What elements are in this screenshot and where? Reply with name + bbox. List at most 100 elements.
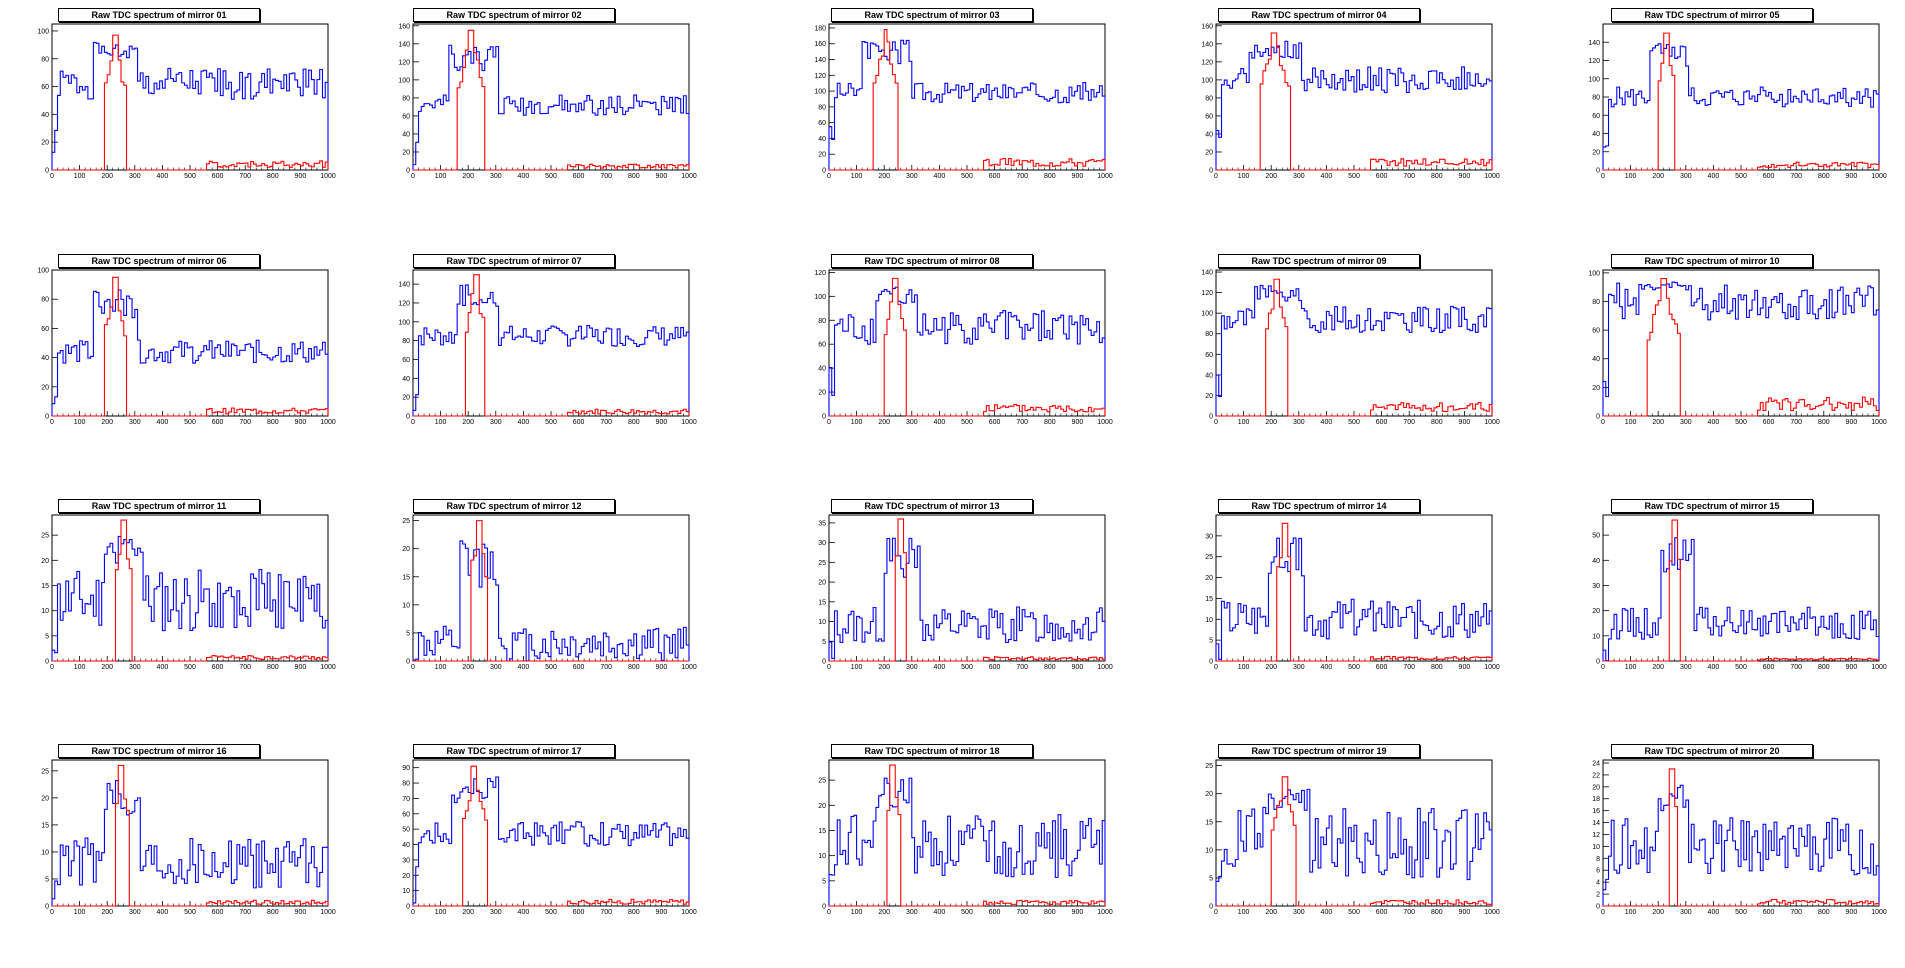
x-tick-label: 700 — [1403, 419, 1415, 426]
y-tick-label: 5 — [822, 878, 826, 885]
x-tick-label: 0 — [827, 664, 831, 671]
x-tick-label: 500 — [961, 173, 973, 180]
y-tick-label: 0 — [1596, 414, 1600, 421]
y-tick-label: 20 — [41, 558, 49, 565]
series-peak-line — [1603, 32, 1880, 171]
y-tick-label: 30 — [402, 857, 410, 864]
y-tick-label: 0 — [406, 659, 410, 666]
y-tick-label: 20 — [402, 873, 410, 880]
series-peak-line — [52, 34, 329, 171]
series-main-line — [51, 780, 329, 906]
x-tick-label: 800 — [1044, 419, 1056, 426]
y-tick-label: 0 — [1596, 659, 1600, 666]
series-main-line — [1215, 40, 1493, 170]
y-tick-label: 20 — [402, 149, 410, 156]
y-tick-label: 60 — [402, 811, 410, 818]
y-tick-label: 15 — [818, 599, 826, 606]
x-tick-label: 300 — [1293, 173, 1305, 180]
x-tick-label: 700 — [1790, 173, 1802, 180]
y-tick-label: 15 — [818, 828, 826, 835]
y-tick-label: 60 — [1592, 113, 1600, 120]
y-tick-label: 22 — [1592, 772, 1600, 779]
x-tick-label: 900 — [1459, 664, 1471, 671]
series-main-line — [51, 535, 329, 661]
y-tick-label: 140 — [398, 282, 410, 289]
x-tick-label: 100 — [1238, 664, 1250, 671]
y-tick-label: 10 — [41, 849, 49, 856]
y-tick-label: 30 — [1592, 583, 1600, 590]
x-tick-label: 400 — [1321, 173, 1333, 180]
y-tick-label: 60 — [41, 326, 49, 333]
x-tick-label: 300 — [906, 664, 918, 671]
y-tick-label: 5 — [45, 876, 49, 883]
x-tick-label: 800 — [1818, 909, 1830, 916]
y-tick-label: 80 — [1205, 331, 1213, 338]
x-tick-label: 0 — [1214, 173, 1218, 180]
x-tick-label: 500 — [1348, 173, 1360, 180]
y-tick-label: 0 — [1596, 904, 1600, 911]
x-tick-label: 800 — [1044, 664, 1056, 671]
x-tick-label: 100 — [435, 664, 447, 671]
x-tick-label: 800 — [628, 419, 640, 426]
x-tick-label: 600 — [573, 664, 585, 671]
x-tick-label: 700 — [239, 909, 251, 916]
y-tick-label: 40 — [1205, 372, 1213, 379]
x-tick-label: 400 — [1321, 664, 1333, 671]
y-tick-label: 25 — [1205, 763, 1213, 770]
x-tick-label: 200 — [462, 909, 474, 916]
x-tick-label: 400 — [934, 664, 946, 671]
x-tick-label: 800 — [267, 173, 279, 180]
y-tick-label: 20 — [41, 140, 49, 147]
y-tick-label: 60 — [402, 113, 410, 120]
x-tick-label: 600 — [1376, 909, 1388, 916]
x-tick-label: 300 — [490, 664, 502, 671]
y-tick-label: 20 — [818, 152, 826, 159]
x-tick-label: 700 — [1016, 664, 1028, 671]
x-tick-label: 700 — [1016, 173, 1028, 180]
x-tick-label: 600 — [989, 909, 1001, 916]
series-peak-line — [829, 277, 1106, 417]
x-tick-label: 1000 — [1097, 173, 1113, 180]
y-tick-label: 60 — [1205, 113, 1213, 120]
x-tick-label: 800 — [1818, 419, 1830, 426]
x-tick-label: 100 — [435, 419, 447, 426]
y-tick-label: 80 — [402, 781, 410, 788]
y-tick-label: 40 — [1592, 131, 1600, 138]
series-peak-line — [413, 29, 690, 171]
x-tick-label: 400 — [934, 419, 946, 426]
series-peak-line — [829, 764, 1106, 907]
series-main-line — [828, 777, 1106, 906]
series-main-line — [51, 41, 329, 170]
y-tick-label: 30 — [1205, 533, 1213, 540]
y-tick-label: 20 — [1592, 149, 1600, 156]
y-tick-label: 4 — [1596, 880, 1600, 887]
x-tick-label: 900 — [1072, 419, 1084, 426]
x-tick-label: 1000 — [1871, 664, 1887, 671]
y-tick-label: 20 — [1592, 608, 1600, 615]
y-tick-label: 140 — [1201, 41, 1213, 48]
y-tick-label: 160 — [398, 23, 410, 30]
x-tick-label: 300 — [490, 419, 502, 426]
x-tick-label: 1000 — [1097, 909, 1113, 916]
x-tick-label: 100 — [74, 173, 86, 180]
x-tick-label: 100 — [435, 173, 447, 180]
x-tick-label: 0 — [1214, 909, 1218, 916]
x-tick-label: 300 — [1680, 909, 1692, 916]
x-tick-label: 0 — [1214, 419, 1218, 426]
x-tick-label: 600 — [212, 909, 224, 916]
x-tick-label: 200 — [101, 419, 113, 426]
x-tick-label: 100 — [851, 664, 863, 671]
x-tick-label: 100 — [851, 173, 863, 180]
histogram-title: Raw TDC spectrum of mirror 07 — [413, 254, 615, 268]
x-tick-label: 700 — [1016, 909, 1028, 916]
x-tick-label: 400 — [1708, 909, 1720, 916]
y-tick-label: 10 — [818, 619, 826, 626]
x-tick-label: 300 — [129, 173, 141, 180]
x-tick-label: 200 — [878, 173, 890, 180]
series-peak-line — [413, 274, 690, 417]
series-peak-line — [829, 28, 1106, 171]
y-tick-label: 20 — [818, 803, 826, 810]
x-tick-label: 0 — [411, 909, 415, 916]
